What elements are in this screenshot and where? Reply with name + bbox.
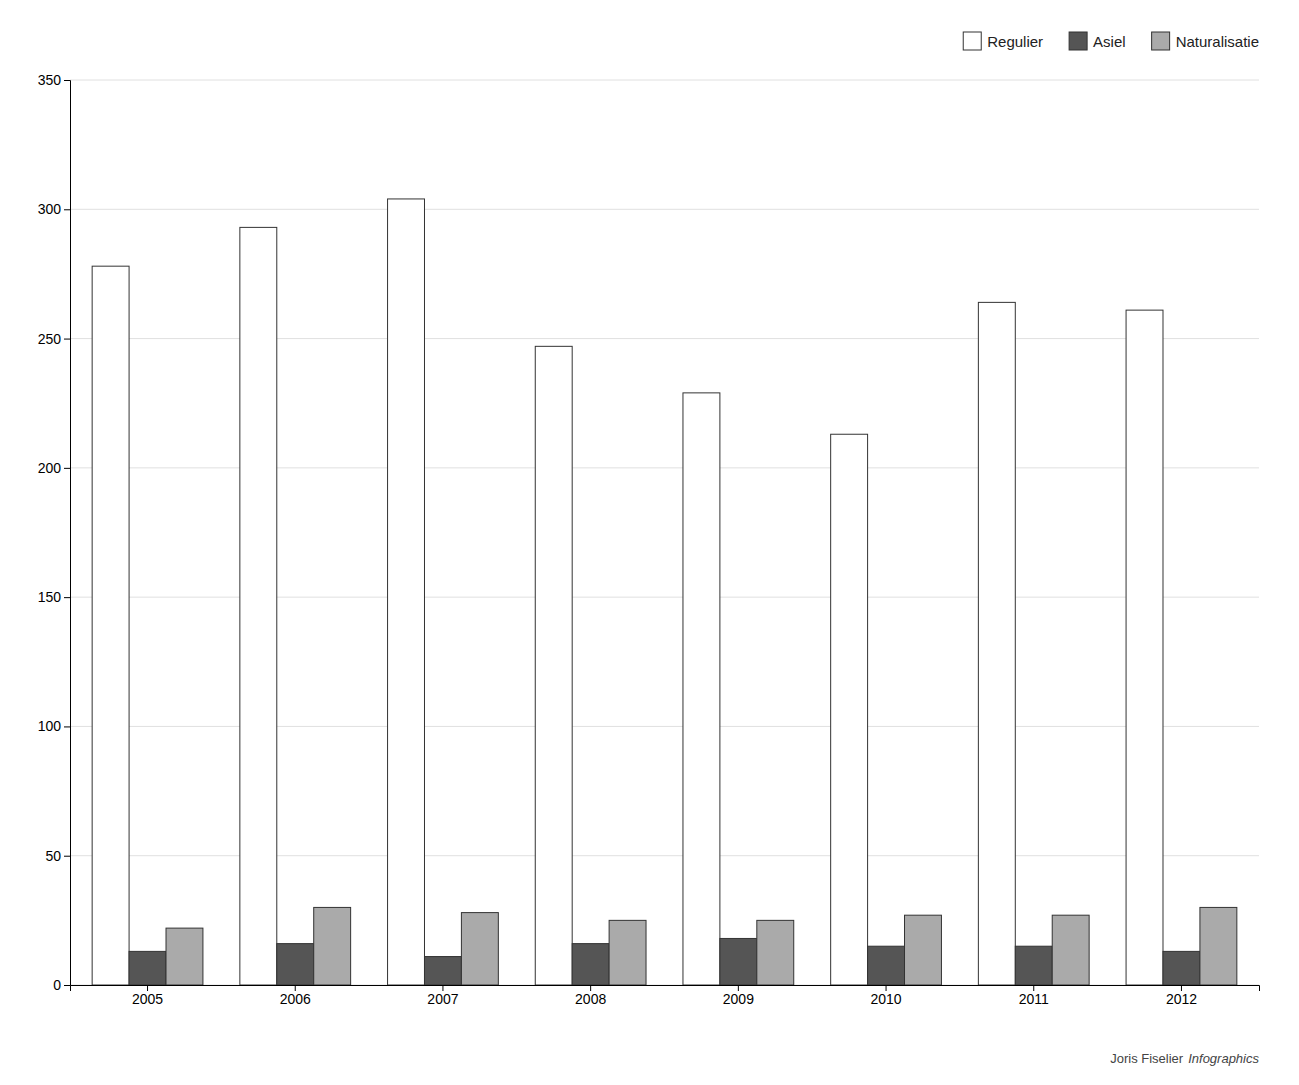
bar [277,944,314,985]
bar [1200,907,1237,985]
tick-label: 2007 [427,991,458,1007]
tick: 150 [38,589,70,605]
annotation: Infographics [1188,1051,1259,1066]
bar [1052,915,1089,985]
tick-label: 2008 [575,991,606,1007]
tick-label: 2009 [723,991,754,1007]
bar-series [166,907,1237,985]
bar-series [129,938,1200,985]
bar [683,393,720,985]
tick-label: 2010 [870,991,901,1007]
tick-label: 2005 [132,991,163,1007]
tick: 2005 [132,985,163,1007]
tick-label: 100 [38,718,62,734]
bars [92,199,1237,985]
bar [388,199,425,985]
bar [905,915,942,985]
credit: Infographics Joris Fiselier [1110,1051,1259,1066]
grid [70,80,1259,985]
bar [978,302,1015,985]
bar [240,227,277,985]
legend-swatch [963,32,981,50]
tick-label: 300 [38,201,62,217]
bar [831,434,868,985]
bar [1015,946,1052,985]
tick: 50 [45,848,70,864]
tick-label: 2012 [1166,991,1197,1007]
bar [92,266,129,985]
legend-item: Asiel [1069,32,1126,50]
legend-item: Regulier [963,32,1043,50]
grid-line [70,80,1259,81]
tick-mark [64,339,70,340]
bar [572,944,609,985]
annotation: Joris Fiselier [1110,1051,1184,1066]
tick-label: 150 [38,589,62,605]
legend-label: Naturalisatie [1176,33,1259,50]
tick: 250 [38,331,70,347]
bar [129,951,166,985]
tick: 2012 [1166,985,1197,1007]
grid-line [70,209,1259,210]
tick-mark [64,80,70,81]
bar-series [92,199,1163,985]
bar [609,920,646,985]
tick: 2007 [427,985,458,1007]
bar [166,928,203,985]
tick-label: 350 [38,72,62,88]
tick-mark [64,597,70,598]
tick-label: 2006 [280,991,311,1007]
tick-label: 0 [53,977,61,993]
tick: 2011 [1019,985,1049,1007]
tick: 0 [53,977,70,993]
tick-mark [64,468,70,469]
legend-item: Naturalisatie [1152,32,1259,50]
tick-label: 2011 [1019,991,1049,1007]
tick-label: 50 [45,848,61,864]
tick: 100 [38,718,70,734]
bar [868,946,905,985]
bar [461,913,498,985]
legend-label: Regulier [987,33,1043,50]
tick: 2008 [575,985,606,1007]
tick: 2009 [723,985,754,1007]
tick: 2010 [870,985,901,1007]
bar [720,938,757,985]
legend-swatch [1069,32,1087,50]
tick: 2006 [280,985,311,1007]
legend-label: Asiel [1093,33,1126,50]
bar [1163,951,1200,985]
bar [314,907,351,985]
tick: 350 [38,72,70,88]
legend: Regulier Asiel Naturalisatie [963,32,1259,50]
axis-line [64,81,71,986]
bar [757,920,794,985]
tick-mark [64,726,70,727]
bar [424,957,461,985]
plot-area: 0501001502002503003502005200620072008200… [38,72,1260,1007]
tick-label: 250 [38,331,62,347]
tick: 300 [38,201,70,217]
y-axis: 0 50 100 150 200 250 300 350 [38,72,71,993]
tick: 200 [38,460,70,476]
tick-mark [64,856,70,857]
bar [1126,310,1163,985]
tick-label: 200 [38,460,62,476]
tick-mark [64,985,70,986]
legend-swatch [1152,32,1170,50]
tick-mark [64,209,70,210]
axis-line [71,986,1260,992]
bar [535,346,572,985]
chart: 0501001502002503003502005200620072008200… [0,0,1299,1085]
x-axis: 2005 2006 2007 2008 2009 2010 2011 2012 [71,985,1260,1007]
